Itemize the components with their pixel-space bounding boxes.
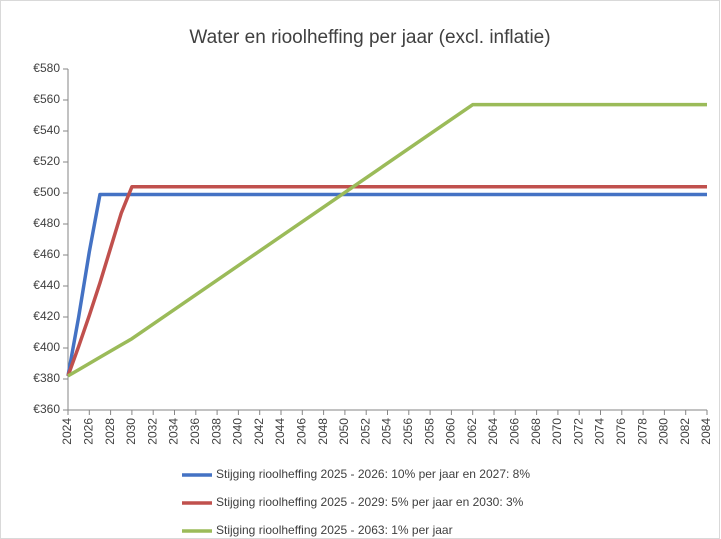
series-line (66, 185, 707, 377)
x-tick-label: 2024 (60, 418, 74, 445)
y-tick-label: €580 (33, 61, 60, 75)
x-tick-label: 2076 (614, 418, 628, 445)
x-tick-label: 2042 (252, 418, 266, 445)
x-tick-label: 2058 (422, 418, 436, 445)
y-tick-label: €420 (33, 309, 60, 323)
chart-title: Water en rioolheffing per jaar (excl. in… (189, 27, 550, 48)
x-tick-label: 2050 (337, 418, 351, 445)
y-tick-label: €480 (33, 216, 60, 230)
x-tick-label: 2070 (550, 418, 564, 445)
x-tick-label: 2082 (678, 418, 692, 445)
x-tick-label: 2084 (699, 418, 713, 445)
x-tick-label: 2030 (124, 418, 138, 445)
x-tick-label: 2080 (657, 418, 671, 445)
x-tick-label: 2078 (635, 418, 649, 445)
x-tick-label: 2048 (316, 418, 330, 445)
x-tick-label: 2040 (231, 418, 245, 445)
legend-label: Stijging rioolheffing 2025 - 2026: 10% p… (216, 467, 530, 481)
legend-label: Stijging rioolheffing 2025 - 2063: 1% pe… (216, 523, 453, 537)
x-tick-label: 2072 (571, 418, 585, 445)
x-tick-label: 2064 (486, 418, 500, 445)
y-tick-label: €440 (33, 278, 60, 292)
legend-label: Stijging rioolheffing 2025 - 2029: 5% pe… (216, 495, 524, 509)
y-tick-label: €540 (33, 123, 60, 137)
x-tick-label: 2068 (529, 418, 543, 445)
x-tick-label: 2060 (444, 418, 458, 445)
y-tick-label: €500 (33, 185, 60, 199)
x-tick-label: 2028 (103, 418, 117, 445)
x-tick-label: 2034 (167, 418, 181, 445)
y-tick-label: €520 (33, 154, 60, 168)
x-tick-label: 2044 (273, 418, 287, 445)
x-tick-label: 2056 (401, 418, 415, 445)
x-tick-label: 2038 (209, 418, 223, 445)
y-tick-label: €380 (33, 371, 60, 385)
y-tick-label: €560 (33, 92, 60, 106)
x-tick-label: 2066 (507, 418, 521, 445)
x-tick-label: 2052 (358, 418, 372, 445)
y-tick-label: €360 (33, 402, 60, 416)
x-tick-label: 2026 (81, 418, 95, 445)
y-tick-label: €400 (33, 340, 60, 354)
x-tick-label: 2036 (188, 418, 202, 445)
x-tick-label: 2062 (465, 418, 479, 445)
series-line (67, 102, 707, 378)
x-tick-label: 2032 (145, 418, 159, 445)
series-line (66, 192, 707, 377)
y-tick-label: €460 (33, 247, 60, 261)
x-tick-label: 2054 (380, 418, 394, 445)
x-tick-label: 2046 (294, 418, 308, 445)
x-tick-label: 2074 (593, 418, 607, 445)
